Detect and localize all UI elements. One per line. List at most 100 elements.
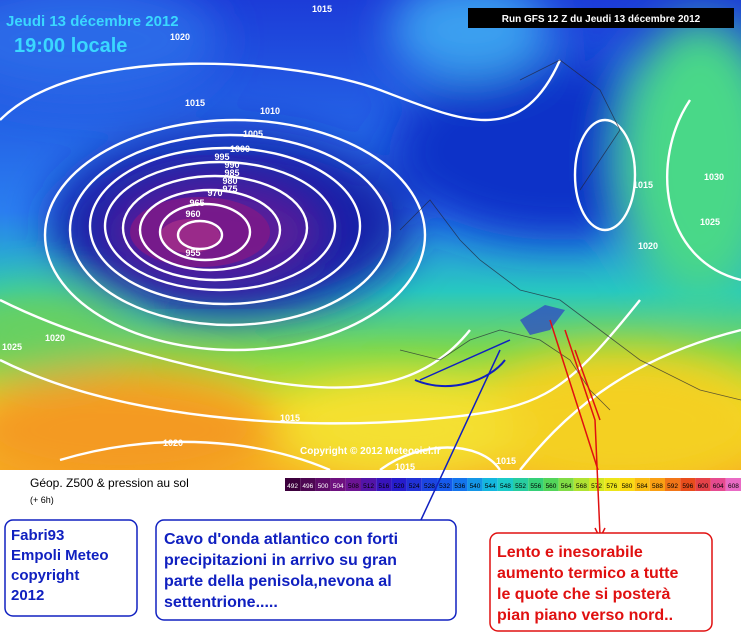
scale-label: 504 [333, 483, 344, 490]
isobar-label: 990 [224, 160, 239, 170]
scale-cell [665, 478, 681, 491]
isobar-labels: 1015102010151010100510009959909859809759… [2, 4, 724, 472]
scale-label: 544 [485, 483, 496, 490]
red-note-line: Lento e inesorabile [497, 544, 643, 561]
scale-cell [361, 478, 377, 491]
blue-note-line: settentrione..... [164, 594, 278, 611]
isobar-label: 1015 [280, 413, 300, 423]
scale-cell [543, 478, 559, 491]
scale-label: 584 [637, 483, 648, 490]
scale-label: 576 [606, 483, 617, 490]
scale-cell [497, 478, 513, 491]
scale-label: 608 [728, 483, 739, 490]
isobar-label: 985 [224, 168, 239, 178]
isobar-label: 1030 [704, 172, 724, 182]
scale-label: 528 [424, 483, 435, 490]
scale-cell [376, 478, 392, 491]
isobar-label: 1015 [312, 4, 332, 14]
scale-cell [513, 478, 529, 491]
arrows [414, 319, 606, 540]
legend-subtitle: (+ 6h) [30, 495, 54, 505]
isobar-label: 1020 [638, 241, 658, 251]
scale-cell [680, 478, 696, 491]
author-line: 2012 [11, 587, 44, 604]
scale-cell [604, 478, 620, 491]
scale-cell [589, 478, 605, 491]
red-note-line: pian piano verso nord.. [497, 607, 673, 624]
scale-cell [634, 478, 650, 491]
scale-label: 496 [302, 483, 313, 490]
scale-cell [300, 478, 316, 491]
scale-cell [437, 478, 453, 491]
scale-cell [406, 478, 422, 491]
red-box [489, 532, 713, 632]
author-line: copyright [11, 567, 79, 584]
scale-cell [695, 478, 711, 491]
scale-label: 592 [667, 483, 678, 490]
scale-label: 536 [454, 483, 465, 490]
blue-note-line: parte della penisola,nevona al [164, 573, 392, 590]
isobar-label: 975 [222, 184, 237, 194]
scale-cell [573, 478, 589, 491]
isobar-label: 965 [189, 198, 204, 208]
color-scale: 492 496 500 504 508 512 516 520 524 528 532 536 540 5… [285, 478, 741, 491]
isobar-label: 1015 [395, 462, 415, 472]
scale-cell [649, 478, 665, 491]
isobar-label: 1010 [260, 106, 280, 116]
time: 19:00 locale [14, 35, 127, 57]
scale-cell [558, 478, 574, 491]
blue-box [155, 519, 457, 621]
scale-cell [467, 478, 483, 491]
scale-cell [452, 478, 468, 491]
scale-label: 552 [515, 483, 526, 490]
red-note-line: aumento termico a tutte [497, 565, 678, 582]
isobar-label: 1025 [700, 217, 720, 227]
scale-label: 588 [652, 483, 663, 490]
scale-cell [391, 478, 407, 491]
copyright: Copyright © 2012 Meteociel.fr [300, 446, 441, 457]
scale-label: 540 [470, 483, 481, 490]
isobar-label: 980 [222, 176, 237, 186]
scale-label: 512 [363, 483, 374, 490]
scale-label: 560 [546, 483, 557, 490]
isobar-label: 960 [185, 209, 200, 219]
scale-label: 532 [439, 483, 450, 490]
isobar-label: 970 [207, 188, 222, 198]
isobar-label: 1020 [170, 32, 190, 42]
author-box [4, 519, 138, 617]
scale-cell [710, 478, 726, 491]
blue-note-line: precipitazioni in arrivo su gran [164, 552, 397, 569]
author-line: Fabri93 [11, 527, 64, 544]
scale-cell [330, 478, 346, 491]
scale-cell [725, 478, 741, 491]
scale-label: 580 [622, 483, 633, 490]
scale-cell [619, 478, 635, 491]
scale-label: 492 [287, 483, 298, 490]
isobar-label: 1015 [185, 98, 205, 108]
run-info: Run GFS 12 Z du Jeudi 13 décembre 2012 [502, 14, 701, 25]
isobar-label: 1020 [163, 438, 183, 448]
blue-note-line: Cavo d'onda atlantico con forti [164, 531, 398, 548]
scale-label: 572 [591, 483, 602, 490]
isobar-label: 955 [185, 248, 200, 258]
scale-label: 524 [409, 483, 420, 490]
scale-label: 596 [682, 483, 693, 490]
scale-cell [345, 478, 361, 491]
scale-cell [528, 478, 544, 491]
isobar-label: 1025 [2, 342, 22, 352]
scale-label: 568 [576, 483, 587, 490]
scale-cell [421, 478, 437, 491]
isobar-label: 1000 [230, 144, 250, 154]
scale-cell [285, 478, 301, 491]
scale-cell [315, 478, 331, 491]
isobar-label: 1005 [243, 129, 263, 139]
scale-label: 564 [561, 483, 572, 490]
red-note-line: le quote che si posterà [497, 586, 670, 603]
scale-cell [482, 478, 498, 491]
isobar-label: 995 [214, 152, 229, 162]
scale-label: 604 [713, 483, 724, 490]
isobar-label: 1015 [496, 456, 516, 466]
date: Jeudi 13 décembre 2012 [6, 13, 179, 30]
